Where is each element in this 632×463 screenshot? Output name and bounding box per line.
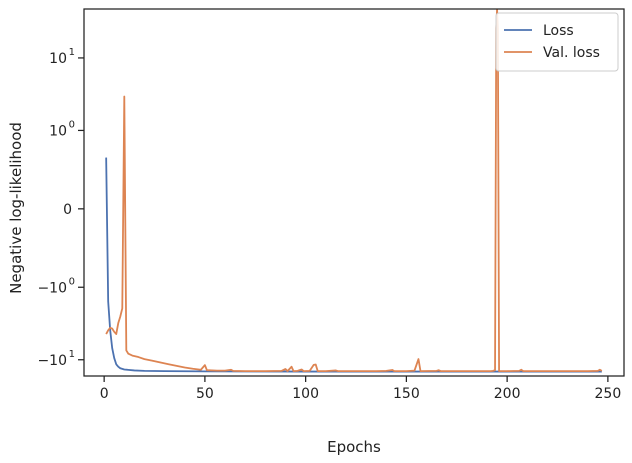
x-tick-label: 150 bbox=[393, 386, 420, 402]
legend-label: Val. loss bbox=[543, 45, 600, 61]
y-tick-exponent: 0 bbox=[69, 119, 75, 130]
x-tick-label: 0 bbox=[100, 386, 109, 402]
y-tick-label: 10 bbox=[49, 123, 67, 139]
x-axis: 0 50 100 150 200 250 bbox=[100, 376, 622, 402]
legend: Loss Val. loss bbox=[495, 12, 619, 72]
y-tick-label: 10 bbox=[49, 51, 67, 67]
x-tick-label: 200 bbox=[494, 386, 521, 402]
y-axis: 10 110 00−10 0−10 1 bbox=[37, 47, 84, 369]
y-tick-label: −10 bbox=[37, 353, 67, 369]
plot-frame bbox=[83, 8, 625, 377]
y-tick-exponent: 1 bbox=[69, 47, 75, 58]
legend-box bbox=[495, 12, 619, 72]
x-tick-label: 50 bbox=[196, 386, 214, 402]
y-tick-exponent: 0 bbox=[69, 276, 75, 287]
x-axis-label: Epochs bbox=[327, 438, 381, 456]
y-tick-exponent: 1 bbox=[69, 349, 75, 360]
x-tick-label: 100 bbox=[292, 386, 319, 402]
y-tick-label: 0 bbox=[63, 202, 72, 218]
y-axis-label: Negative log-likelihood bbox=[7, 122, 25, 294]
x-tick-label: 250 bbox=[595, 386, 622, 402]
legend-label: Loss bbox=[543, 23, 574, 39]
y-tick-label: −10 bbox=[37, 280, 67, 296]
